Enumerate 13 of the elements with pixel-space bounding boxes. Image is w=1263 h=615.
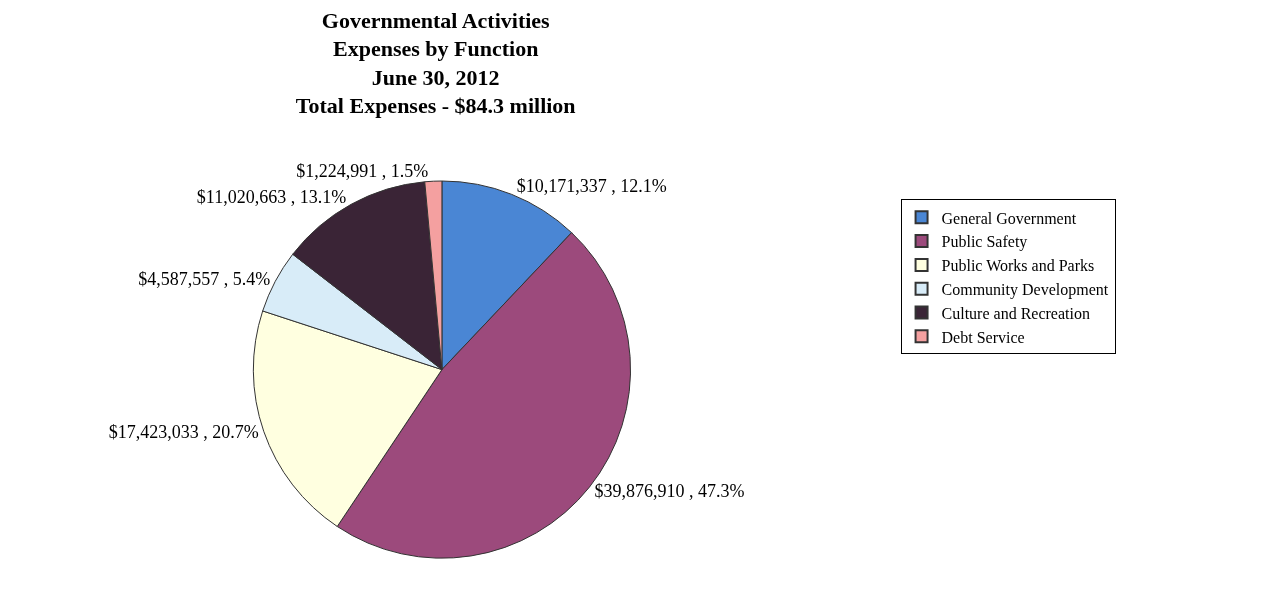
data-label: $39,876,910 , 47.3% [594, 481, 745, 502]
data-label: $17,423,033 , 20.7% [108, 422, 259, 443]
legend-label: Debt Service [941, 328, 1025, 346]
legend-label: Public Safety [941, 233, 1028, 252]
chart-title: Governmental Activities Expenses by Function June 30, 2012 Total Expenses - $84.3 million [295, 7, 576, 119]
legend-label: Community Development [941, 280, 1109, 299]
data-label: $4,587,557 , 5.4% [138, 269, 271, 290]
data-label: $1,224,991 , 1.5% [296, 161, 429, 182]
data-label: $11,020,663 , 13.1% [196, 186, 347, 207]
data-label: $10,171,337 , 12.1% [516, 175, 667, 196]
legend-label: Culture and Recreation [941, 304, 1090, 322]
legend-label: General Government [941, 209, 1077, 227]
legend-label: Public Works and Parks [941, 257, 1095, 275]
